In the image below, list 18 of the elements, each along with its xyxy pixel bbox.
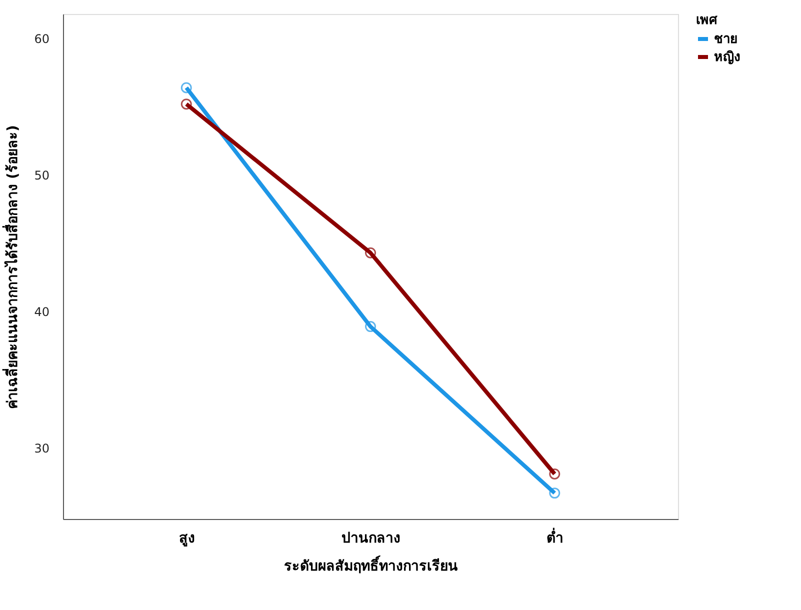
y-tick-label: 40 — [34, 305, 50, 320]
x-axis-title: ระดับผลสัมฤทธิ์ทางการเรียน — [284, 554, 458, 574]
point — [549, 488, 560, 499]
point — [365, 321, 376, 332]
legend-title: เพศ — [696, 13, 718, 28]
point — [365, 247, 376, 258]
point — [180, 82, 192, 94]
legend-label: หญิง — [714, 50, 740, 65]
x-tick-label: ต่ำ — [546, 528, 564, 546]
y-tick-label: 50 — [34, 168, 50, 183]
x-tick-label: สูง — [178, 530, 195, 546]
y-axis-title: ค่าเฉลี่ยคะแนนจากการได้รับสื่อกลาง (ร้อยละ) — [2, 125, 22, 409]
point — [549, 468, 560, 480]
point — [180, 98, 192, 110]
y-tick-label: 30 — [34, 442, 50, 456]
legend-label: ชาย — [714, 32, 738, 47]
y-tick-label: 60 — [34, 32, 50, 46]
x-tick-label: ปานกลาง — [342, 530, 400, 546]
